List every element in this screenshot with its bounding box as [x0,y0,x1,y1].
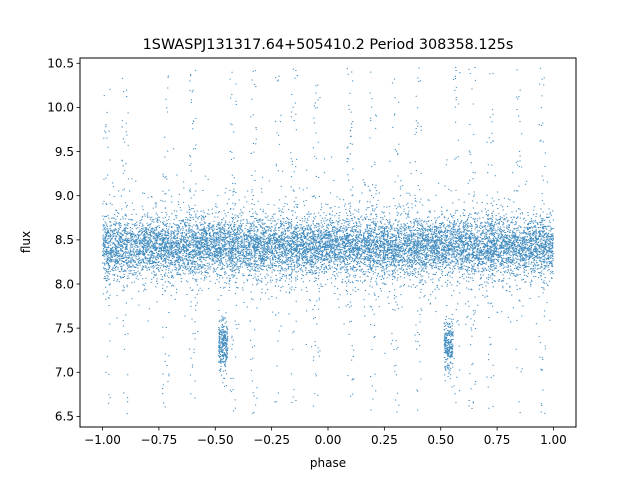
x-tick-label: −0.75 [141,433,178,447]
y-tick-label: 9.0 [55,189,74,203]
y-tick-label: 6.5 [55,410,74,424]
y-tick-label: 10.5 [47,57,74,71]
x-tick-label: −1.00 [84,433,121,447]
y-tick-label: 8.0 [55,277,74,291]
y-tick-label: 7.0 [55,366,74,380]
y-tick-label: 10.0 [47,101,74,115]
y-axis-label: flux [19,231,33,253]
x-tick-label: 0.50 [427,433,454,447]
x-axis: −1.00 −0.75 −0.50 −0.25 0.00 0.25 0.50 0.75 1.00 [84,427,567,447]
scatter-points [101,67,555,415]
x-axis-label: phase [310,456,346,470]
x-tick-label: 0.25 [371,433,398,447]
x-tick-label: −0.50 [197,433,234,447]
y-tick-label: 8.5 [55,233,74,247]
x-tick-label: 0.00 [315,433,342,447]
x-tick-label: −0.25 [253,433,290,447]
x-tick-label: 0.75 [484,433,511,447]
y-tick-label: 7.5 [55,321,74,335]
x-tick-label: 1.00 [540,433,567,447]
y-tick-label: 9.5 [55,145,74,159]
chart-title: 1SWASPJ131317.64+505410.2 Period 308358.… [143,37,514,53]
y-axis: 6.5 7.0 7.5 8.0 8.5 9.0 9.5 10.0 10.5 [47,57,80,424]
data-point-cloud [101,67,555,415]
